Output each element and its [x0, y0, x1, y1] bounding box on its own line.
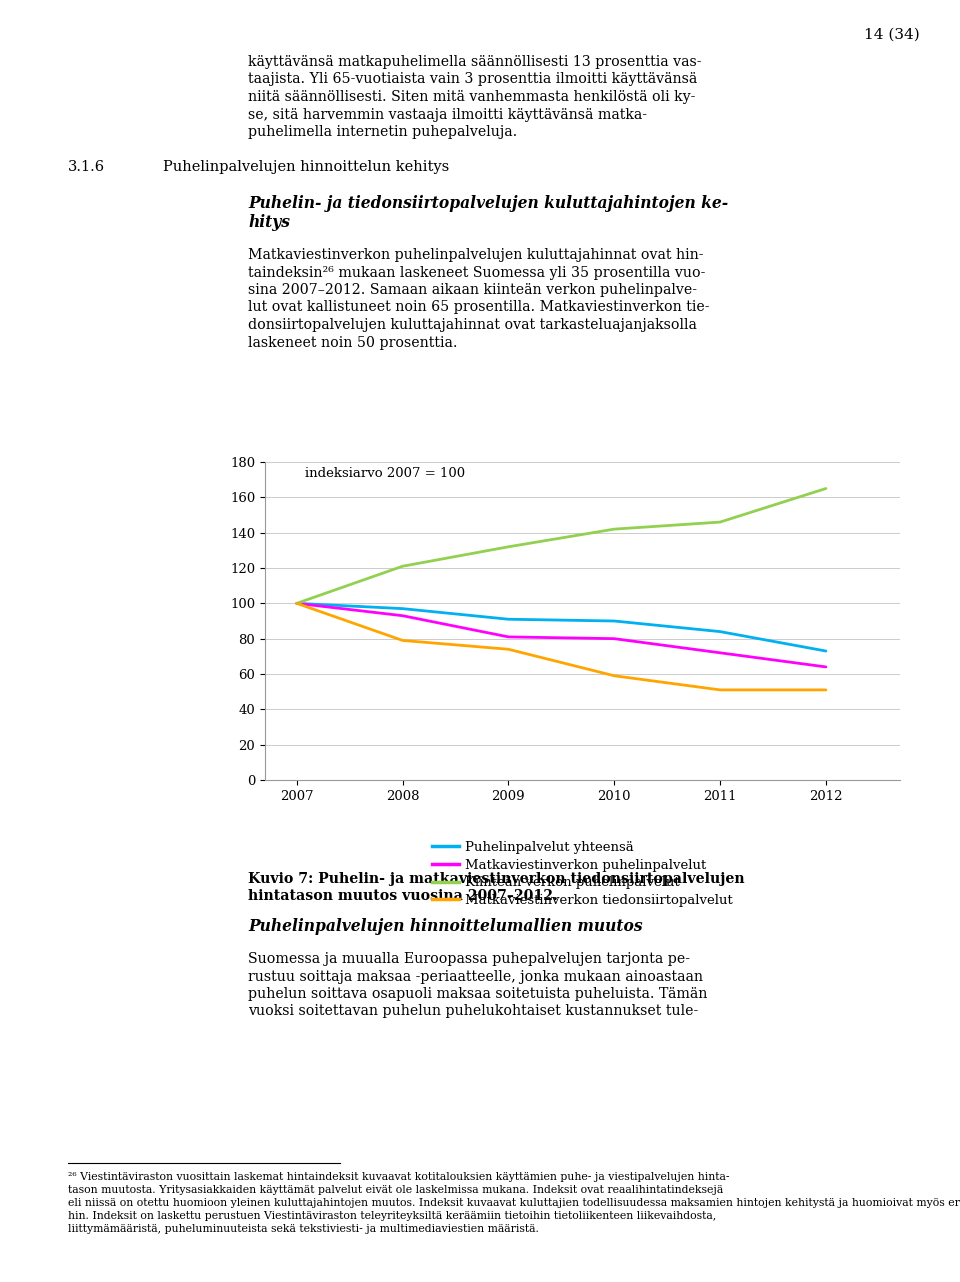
Text: hin. Indeksit on laskettu perustuen Viestintäviraston teleyriteyksiltä keräämiin: hin. Indeksit on laskettu perustuen Vies…	[68, 1211, 716, 1220]
Legend: Puhelinpalvelut yhteensä, Matkaviestinverkon puhelinpalvelut, Kiinteän verkon pu: Puhelinpalvelut yhteensä, Matkaviestinve…	[432, 841, 732, 906]
Text: donsiirtopalvelujen kuluttajahinnat ovat tarkasteluajanjaksolla: donsiirtopalvelujen kuluttajahinnat ovat…	[248, 318, 697, 332]
Text: laskeneet noin 50 prosenttia.: laskeneet noin 50 prosenttia.	[248, 336, 458, 350]
Text: käyttävänsä matkapuhelimella säännöllisesti 13 prosenttia vas-: käyttävänsä matkapuhelimella säännöllise…	[248, 55, 702, 69]
Text: tason muutosta. Yritysasiakkaiden käyttämät palvelut eivät ole laskelmissa mukan: tason muutosta. Yritysasiakkaiden käyttä…	[68, 1185, 723, 1195]
Text: Puhelinpalvelujen hinnoittelun kehitys: Puhelinpalvelujen hinnoittelun kehitys	[163, 160, 449, 174]
Text: hintatason muutos vuosina 2007–2012.: hintatason muutos vuosina 2007–2012.	[248, 890, 558, 904]
Text: indeksiarvo 2007 = 100: indeksiarvo 2007 = 100	[305, 468, 466, 481]
Text: Puhelinpalvelujen hinnoittelumallien muutos: Puhelinpalvelujen hinnoittelumallien muu…	[248, 918, 642, 935]
Text: puhelimella internetin puhepalveluja.: puhelimella internetin puhepalveluja.	[248, 126, 517, 138]
Text: rustuu soittaja maksaa -periaatteelle, jonka mukaan ainoastaan: rustuu soittaja maksaa -periaatteelle, j…	[248, 969, 703, 983]
Text: niitä säännöllisesti. Siten mitä vanhemmasta henkilöstä oli ky-: niitä säännöllisesti. Siten mitä vanhemm…	[248, 90, 695, 104]
Text: ²⁶ Viestintäviraston vuosittain laskemat hintaindeksit kuvaavat kotitalouksien k: ²⁶ Viestintäviraston vuosittain laskemat…	[68, 1172, 730, 1182]
Text: vuoksi soitettavan puhelun puhelukohtaiset kustannukset tule-: vuoksi soitettavan puhelun puhelukohtais…	[248, 1005, 698, 1018]
Text: se, sitä harvemmin vastaaja ilmoitti käyttävänsä matka-: se, sitä harvemmin vastaaja ilmoitti käy…	[248, 108, 647, 122]
Text: taindeksin²⁶ mukaan laskeneet Suomessa yli 35 prosentilla vuo-: taindeksin²⁶ mukaan laskeneet Suomessa y…	[248, 265, 706, 279]
Text: Kuvio 7: Puhelin- ja matkaviestinverkon tiedonsiirtopalvelujen: Kuvio 7: Puhelin- ja matkaviestinverkon …	[248, 872, 745, 886]
Text: sina 2007–2012. Samaan aikaan kiinteän verkon puhelinpalve-: sina 2007–2012. Samaan aikaan kiinteän v…	[248, 283, 697, 297]
Text: taajista. Yli 65-vuotiaista vain 3 prosenttia ilmoitti käyttävänsä: taajista. Yli 65-vuotiaista vain 3 prose…	[248, 73, 697, 86]
Text: hitys: hitys	[248, 214, 290, 231]
Text: 14 (34): 14 (34)	[864, 28, 920, 42]
Text: puhelun soittava osapuoli maksaa soitetuista puheluista. Tämän: puhelun soittava osapuoli maksaa soitetu…	[248, 987, 708, 1001]
Text: Suomessa ja muualla Euroopassa puhepalvelujen tarjonta pe-: Suomessa ja muualla Euroopassa puhepalve…	[248, 953, 690, 967]
Text: Puhelin- ja tiedonsiirtopalvelujen kuluttajahintojen ke-: Puhelin- ja tiedonsiirtopalvelujen kulut…	[248, 195, 728, 212]
Text: Matkaviestinverkon puhelinpalvelujen kuluttajahinnat ovat hin-: Matkaviestinverkon puhelinpalvelujen kul…	[248, 247, 704, 262]
Text: 3.1.6: 3.1.6	[68, 160, 106, 174]
Text: lut ovat kallistuneet noin 65 prosentilla. Matkaviestinverkon tie-: lut ovat kallistuneet noin 65 prosentill…	[248, 300, 709, 314]
Text: eli niissä on otettu huomioon yleinen kuluttajahintojen muutos. Indeksit kuvaava: eli niissä on otettu huomioon yleinen ku…	[68, 1197, 960, 1208]
Text: liittymämääristä, puheluminuuteista sekä tekstiviesti- ja multimediaviestien mää: liittymämääristä, puheluminuuteista sekä…	[68, 1224, 539, 1235]
